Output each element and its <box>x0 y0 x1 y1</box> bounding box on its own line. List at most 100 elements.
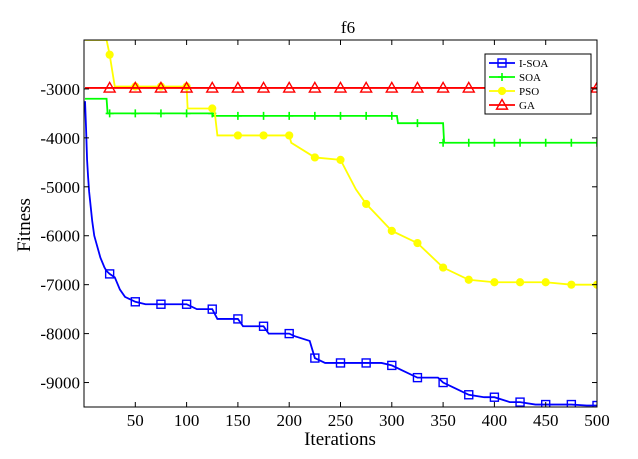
x-tick-label: 150 <box>225 411 251 430</box>
x-axis-label: Iterations <box>304 429 376 450</box>
data-point <box>438 377 448 388</box>
data-point <box>410 81 425 93</box>
data-point <box>233 131 242 140</box>
data-point <box>259 131 268 140</box>
data-point <box>566 399 577 407</box>
legend-marker <box>497 58 507 68</box>
legend-label: I-SOA <box>519 58 548 70</box>
data-point <box>489 392 500 402</box>
legend-marker <box>497 86 507 96</box>
y-tick-label: -5000 <box>40 178 80 197</box>
data-point <box>490 278 499 287</box>
series-line <box>84 101 597 407</box>
series-line <box>85 97 597 144</box>
data-point <box>285 131 294 140</box>
data-point <box>102 81 117 93</box>
y-tick-label: -6000 <box>40 227 80 246</box>
data-point <box>105 109 114 118</box>
data-point <box>208 104 217 113</box>
legend-label: SOA <box>519 72 541 84</box>
data-point <box>259 111 268 120</box>
data-point <box>362 199 371 209</box>
data-point <box>233 111 242 120</box>
legend-entry: SOA <box>489 72 541 84</box>
x-tick-label: 200 <box>276 411 302 430</box>
data-point <box>104 269 115 279</box>
data-point <box>179 81 194 93</box>
data-point <box>387 226 396 235</box>
data-point <box>282 81 296 93</box>
data-point <box>464 138 473 147</box>
data-point <box>464 275 473 284</box>
tick-group: 50 100 150 200 250 300 350 400 450 500 -9000 -8000 -… <box>40 40 610 430</box>
series-i-soa <box>84 101 597 407</box>
y-tick-label: -8000 <box>40 325 80 344</box>
data-point <box>439 263 448 272</box>
data-point <box>490 138 499 147</box>
data-point <box>387 111 396 120</box>
data-point <box>310 153 319 162</box>
data-point <box>156 109 165 118</box>
legend-entry: I-SOA <box>489 58 548 70</box>
data-point <box>131 109 140 118</box>
data-point <box>128 81 143 93</box>
y-tick-label: -3000 <box>40 80 80 99</box>
data-point <box>284 328 294 339</box>
data-point <box>359 81 373 93</box>
data-point <box>130 297 141 307</box>
legend-box <box>484 53 592 115</box>
series-line <box>85 40 597 286</box>
data-point <box>256 81 271 93</box>
data-point <box>336 111 345 120</box>
data-point <box>335 358 346 368</box>
data-point <box>464 390 474 400</box>
data-point <box>593 138 597 147</box>
data-point <box>436 81 450 93</box>
y-tick-label: -4000 <box>40 129 80 148</box>
data-point <box>233 314 243 324</box>
legend-label: GA <box>519 100 535 112</box>
legend-entry: GA <box>489 98 535 112</box>
data-point <box>413 119 422 128</box>
chart-title: f6 <box>341 18 355 37</box>
x-tick-label: 350 <box>430 411 456 430</box>
data-point <box>516 138 525 147</box>
data-point <box>308 81 322 93</box>
data-point <box>567 138 576 147</box>
y-axis-label: Fitness <box>14 198 35 252</box>
x-tick-label: 450 <box>533 411 559 430</box>
data-point <box>231 81 245 93</box>
data-point <box>105 50 114 59</box>
data-point <box>310 353 320 363</box>
data-point <box>541 138 550 147</box>
data-point <box>182 109 191 118</box>
data-point <box>462 81 476 93</box>
x-tick-label: 300 <box>379 411 405 430</box>
data-point <box>362 111 371 120</box>
data-point <box>541 399 551 407</box>
data-point <box>590 81 597 93</box>
data-point <box>412 372 423 383</box>
x-tick-label: 500 <box>584 411 610 430</box>
data-point <box>285 111 294 120</box>
data-point <box>515 397 525 407</box>
data-point <box>156 299 166 309</box>
data-point <box>154 81 168 93</box>
series-pso <box>85 40 597 289</box>
data-point <box>567 280 576 289</box>
data-point <box>592 400 597 407</box>
x-tick-label: 50 <box>127 411 144 430</box>
x-tick-label: 400 <box>482 411 508 430</box>
data-point <box>181 299 192 309</box>
data-point <box>413 238 422 248</box>
x-tick-label: 250 <box>328 411 354 430</box>
data-point <box>515 278 525 287</box>
legend-entry: PSO <box>489 86 539 98</box>
data-point <box>385 81 399 93</box>
data-point <box>336 155 345 164</box>
data-point <box>258 321 269 331</box>
data-point <box>207 304 217 314</box>
y-tick-label: -9000 <box>40 374 80 393</box>
data-point <box>387 360 397 371</box>
data-point <box>361 358 371 368</box>
